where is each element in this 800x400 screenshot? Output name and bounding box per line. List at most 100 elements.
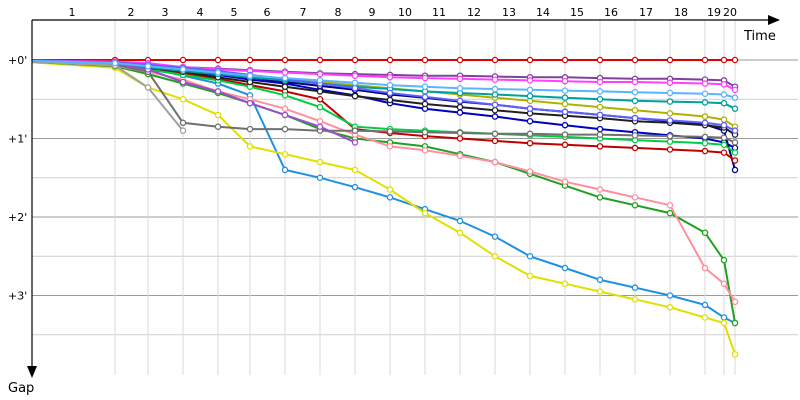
data-point — [561, 141, 569, 149]
data-point — [421, 93, 429, 101]
lap-label: 4 — [197, 6, 204, 19]
lap-label: 9 — [369, 6, 376, 19]
data-point — [561, 264, 569, 272]
lap-label: 11 — [432, 6, 446, 19]
data-point — [701, 264, 709, 272]
data-point — [596, 78, 604, 86]
data-point — [526, 252, 534, 260]
lap-label: 12 — [467, 6, 481, 19]
data-point — [456, 217, 464, 225]
data-point — [666, 146, 674, 153]
data-point — [281, 74, 289, 82]
data-point — [526, 77, 534, 84]
series-19 — [31, 59, 739, 101]
data-point — [561, 77, 569, 85]
data-point — [720, 319, 728, 327]
lap-label: 5 — [231, 6, 238, 19]
lap-label: 1 — [69, 6, 76, 19]
data-point — [526, 56, 534, 64]
data-point — [421, 83, 429, 90]
data-point — [386, 96, 394, 104]
data-point — [386, 186, 394, 193]
data-point — [561, 108, 569, 116]
data-point — [281, 150, 289, 158]
series-5 — [31, 61, 739, 358]
data-point — [720, 314, 728, 321]
data-point — [631, 114, 639, 122]
data-point — [526, 130, 534, 138]
data-point — [561, 178, 569, 185]
data-point — [631, 201, 639, 209]
data-point — [144, 84, 152, 91]
data-point — [731, 86, 739, 94]
data-point — [351, 72, 359, 79]
data-point — [720, 56, 728, 64]
data-point — [316, 56, 324, 64]
data-point — [596, 111, 604, 119]
data-point — [701, 119, 709, 127]
data-point — [281, 83, 289, 90]
data-point — [526, 272, 534, 280]
data-point — [561, 94, 569, 101]
lap-label: 3 — [162, 6, 169, 19]
data-point — [561, 87, 569, 94]
data-point — [666, 138, 674, 145]
data-point — [701, 229, 709, 236]
data-point — [631, 97, 639, 105]
data-point — [351, 183, 359, 191]
series-line — [31, 60, 736, 303]
data-point — [214, 111, 222, 119]
data-point — [596, 131, 604, 138]
data-point — [281, 111, 289, 119]
data-point — [561, 280, 569, 287]
data-point — [456, 129, 464, 137]
data-point — [596, 56, 604, 64]
data-point — [526, 86, 534, 94]
data-point — [596, 103, 604, 111]
data-point — [456, 85, 464, 92]
data-point — [491, 76, 499, 83]
data-point — [631, 88, 639, 96]
data-point — [386, 128, 394, 135]
x-axis-arrow — [768, 15, 780, 25]
data-point — [491, 130, 499, 138]
data-point — [561, 131, 569, 138]
data-point — [701, 301, 709, 309]
data-point — [561, 56, 569, 64]
data-point — [214, 56, 222, 64]
data-point — [246, 99, 254, 107]
data-point — [456, 109, 464, 116]
data-point — [666, 98, 674, 105]
data-point — [456, 152, 464, 160]
data-point — [526, 139, 534, 147]
data-point — [720, 121, 728, 129]
data-point — [179, 56, 187, 64]
data-point — [720, 81, 728, 88]
data-point — [456, 229, 464, 236]
data-point — [701, 99, 709, 106]
y-tick-label: +1' — [8, 133, 27, 146]
data-point — [631, 56, 639, 64]
data-point — [666, 132, 674, 140]
data-point — [491, 137, 499, 145]
data-point — [596, 88, 604, 95]
series-1 — [32, 56, 739, 64]
y-tick-labels: +0' +1' +2' +3' — [8, 54, 27, 303]
data-point — [596, 194, 604, 201]
data-point — [666, 110, 674, 117]
lap-label: 15 — [570, 6, 584, 19]
lap-label: 13 — [502, 6, 516, 19]
data-point — [701, 314, 709, 321]
data-point — [631, 106, 639, 114]
data-point — [596, 276, 604, 284]
data-point — [731, 94, 739, 101]
data-point — [701, 139, 709, 147]
data-point — [731, 166, 739, 174]
data-point — [596, 143, 604, 150]
data-point — [631, 78, 639, 86]
data-point — [631, 194, 639, 201]
data-point — [631, 296, 639, 303]
lap-label: 7 — [300, 6, 307, 19]
data-point — [179, 66, 187, 73]
